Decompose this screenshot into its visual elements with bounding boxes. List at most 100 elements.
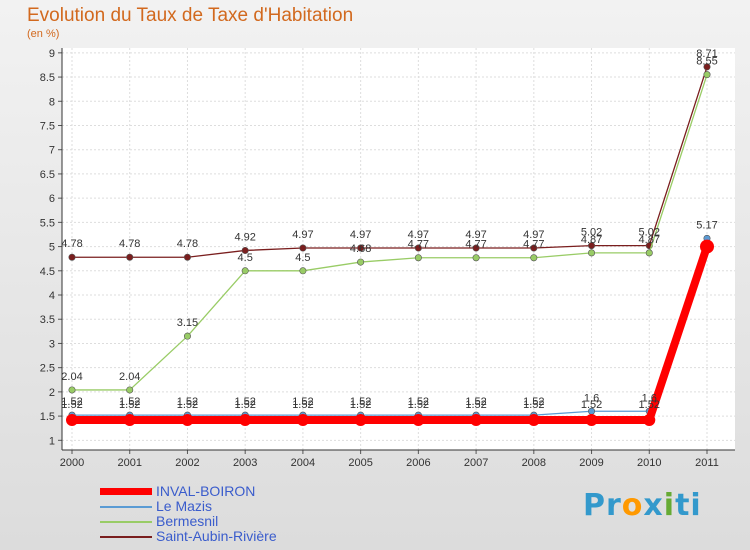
legend-label: Bermesnil	[156, 513, 219, 529]
y-tick-label: 5	[49, 242, 55, 254]
x-tick-label: 2010	[637, 457, 661, 469]
proxiti-logo: Proxiti	[583, 488, 702, 523]
y-tick-label: 2.5	[40, 363, 55, 375]
data-point	[703, 71, 711, 79]
data-label: 5.17	[696, 219, 717, 231]
data-point	[126, 386, 134, 394]
data-label: 1.52	[581, 399, 602, 411]
data-point	[530, 254, 538, 262]
y-tick-label: 1	[49, 435, 55, 447]
data-label: 4.77	[465, 239, 486, 251]
x-tick-label: 2003	[233, 457, 257, 469]
data-point	[357, 258, 365, 266]
y-tick-label: 6	[49, 193, 55, 205]
data-point	[296, 413, 309, 426]
data-label: 4.77	[523, 239, 544, 251]
logo-letter: r	[606, 488, 622, 523]
x-tick-label: 2001	[117, 457, 141, 469]
data-point	[527, 413, 540, 426]
data-label: 3.15	[177, 317, 198, 329]
data-label: 4.77	[408, 239, 429, 251]
plot-area	[62, 48, 735, 450]
data-label: 4.87	[581, 234, 602, 246]
legend-swatch	[100, 535, 152, 538]
series-line-inval-boiron	[72, 245, 711, 424]
data-label: 4.97	[292, 229, 313, 241]
legend-item: Bermesnil	[100, 514, 277, 529]
x-tick-label: 2005	[348, 457, 372, 469]
data-point	[645, 249, 653, 257]
data-point	[414, 244, 422, 252]
data-label: 5.02	[639, 227, 660, 239]
legend-swatch	[100, 488, 152, 495]
data-label: 4.68	[350, 243, 371, 255]
y-tick-label: 8	[49, 96, 55, 108]
data-label: 4.78	[119, 238, 140, 250]
data-label: 4.97	[408, 229, 429, 241]
legend-swatch	[100, 505, 152, 508]
data-label: 1.52	[61, 399, 82, 411]
data-label: 1.6	[584, 392, 599, 404]
data-point	[183, 332, 191, 340]
legend-swatch	[100, 520, 152, 523]
data-label: 4.97	[350, 229, 371, 241]
data-label: 1.52	[465, 396, 486, 408]
data-label: 1.6	[642, 392, 657, 404]
x-tick-label: 2011	[695, 457, 719, 469]
data-label: 1.52	[177, 399, 198, 411]
data-label: 1.52	[350, 396, 371, 408]
data-point	[66, 413, 78, 426]
data-point	[181, 413, 194, 426]
data-point	[354, 413, 367, 426]
y-tick-label: 7.5	[40, 120, 55, 132]
data-label: 1.52	[234, 399, 255, 411]
data-point	[585, 413, 598, 426]
data-point	[357, 244, 365, 252]
logo-letter: t	[675, 488, 691, 523]
data-point	[414, 254, 422, 262]
legend-item: Saint-Aubin-Rivière	[100, 529, 277, 544]
y-tick-label: 3.5	[40, 314, 55, 326]
data-point	[588, 242, 596, 250]
logo-letter: P	[583, 488, 606, 523]
data-point	[299, 267, 307, 275]
data-label: 5.02	[581, 227, 602, 239]
x-tick-label: 2007	[464, 457, 488, 469]
y-tick-label: 3	[49, 338, 55, 350]
y-tick-label: 7	[49, 145, 55, 157]
data-point	[126, 253, 134, 261]
data-label: 1.52	[465, 399, 486, 411]
data-point	[123, 413, 136, 426]
data-label: 4.5	[238, 252, 253, 264]
legend-item: Le Mazis	[100, 499, 277, 514]
data-label: 1.52	[523, 399, 544, 411]
data-label: 1.52	[350, 399, 371, 411]
data-label: 1.52	[61, 396, 82, 408]
x-tick-label: 2008	[522, 457, 546, 469]
legend-label: Saint-Aubin-Rivière	[156, 528, 277, 544]
logo-letter: o	[621, 488, 644, 523]
legend-item: INVAL-BOIRON	[100, 484, 277, 499]
data-point	[530, 244, 538, 252]
x-tick-label: 2004	[291, 457, 315, 469]
y-tick-label: 6.5	[40, 169, 55, 181]
data-label: 2.04	[61, 371, 82, 383]
data-point	[643, 413, 656, 426]
data-point	[241, 246, 249, 254]
y-tick-label: 9	[49, 48, 55, 60]
data-point	[239, 413, 252, 426]
x-tick-label: 2002	[175, 457, 199, 469]
data-label: 8.71	[696, 48, 717, 60]
data-label: 4.5	[295, 252, 310, 264]
data-point	[470, 413, 483, 426]
data-point	[299, 244, 307, 252]
data-point	[472, 244, 480, 252]
data-point	[700, 239, 714, 254]
data-label: 1.52	[408, 396, 429, 408]
chart-title: Evolution du Taux de Taxe d'Habitation	[27, 5, 354, 26]
y-tick-label: 4	[49, 290, 55, 302]
logo-letter: x	[643, 488, 664, 523]
data-label: 1.52	[177, 396, 198, 408]
data-label: 4.78	[61, 238, 82, 250]
